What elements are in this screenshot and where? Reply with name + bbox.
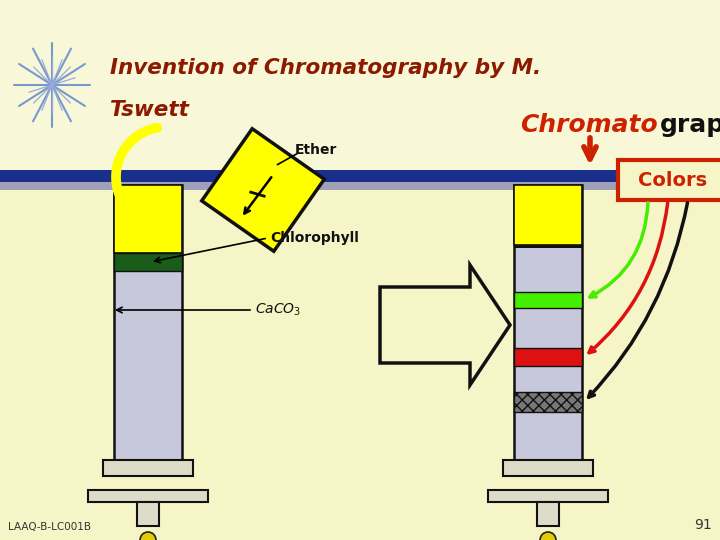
Bar: [514, 245, 582, 248]
Text: Tswett: Tswett: [110, 100, 190, 120]
Bar: [514, 348, 582, 366]
Text: graphy: graphy: [660, 113, 720, 137]
Text: Invention of Chromatography by M.: Invention of Chromatography by M.: [110, 58, 541, 78]
Bar: [537, 502, 559, 526]
Bar: [0, 170, 720, 182]
Circle shape: [140, 532, 156, 540]
Bar: [514, 185, 582, 245]
Bar: [114, 185, 182, 253]
Polygon shape: [202, 129, 324, 251]
Text: $CaCO_3$: $CaCO_3$: [255, 302, 301, 318]
Bar: [488, 490, 608, 502]
Bar: [114, 185, 182, 460]
Polygon shape: [380, 265, 510, 385]
Bar: [114, 253, 182, 271]
Bar: [514, 392, 582, 412]
Bar: [137, 502, 159, 526]
Text: Chromato: Chromato: [520, 113, 657, 137]
Text: Colors: Colors: [639, 171, 708, 190]
Bar: [618, 160, 720, 200]
Text: 91: 91: [694, 518, 712, 532]
Bar: [514, 292, 582, 308]
Text: Chlorophyll: Chlorophyll: [270, 231, 359, 245]
Bar: [514, 185, 582, 460]
Bar: [0, 0, 720, 170]
Bar: [503, 460, 593, 476]
Bar: [103, 460, 193, 476]
Circle shape: [540, 532, 556, 540]
Text: Ether: Ether: [295, 143, 338, 157]
Bar: [0, 182, 720, 190]
Bar: [88, 490, 208, 502]
Text: LAAQ-B-LC001B: LAAQ-B-LC001B: [8, 522, 91, 532]
